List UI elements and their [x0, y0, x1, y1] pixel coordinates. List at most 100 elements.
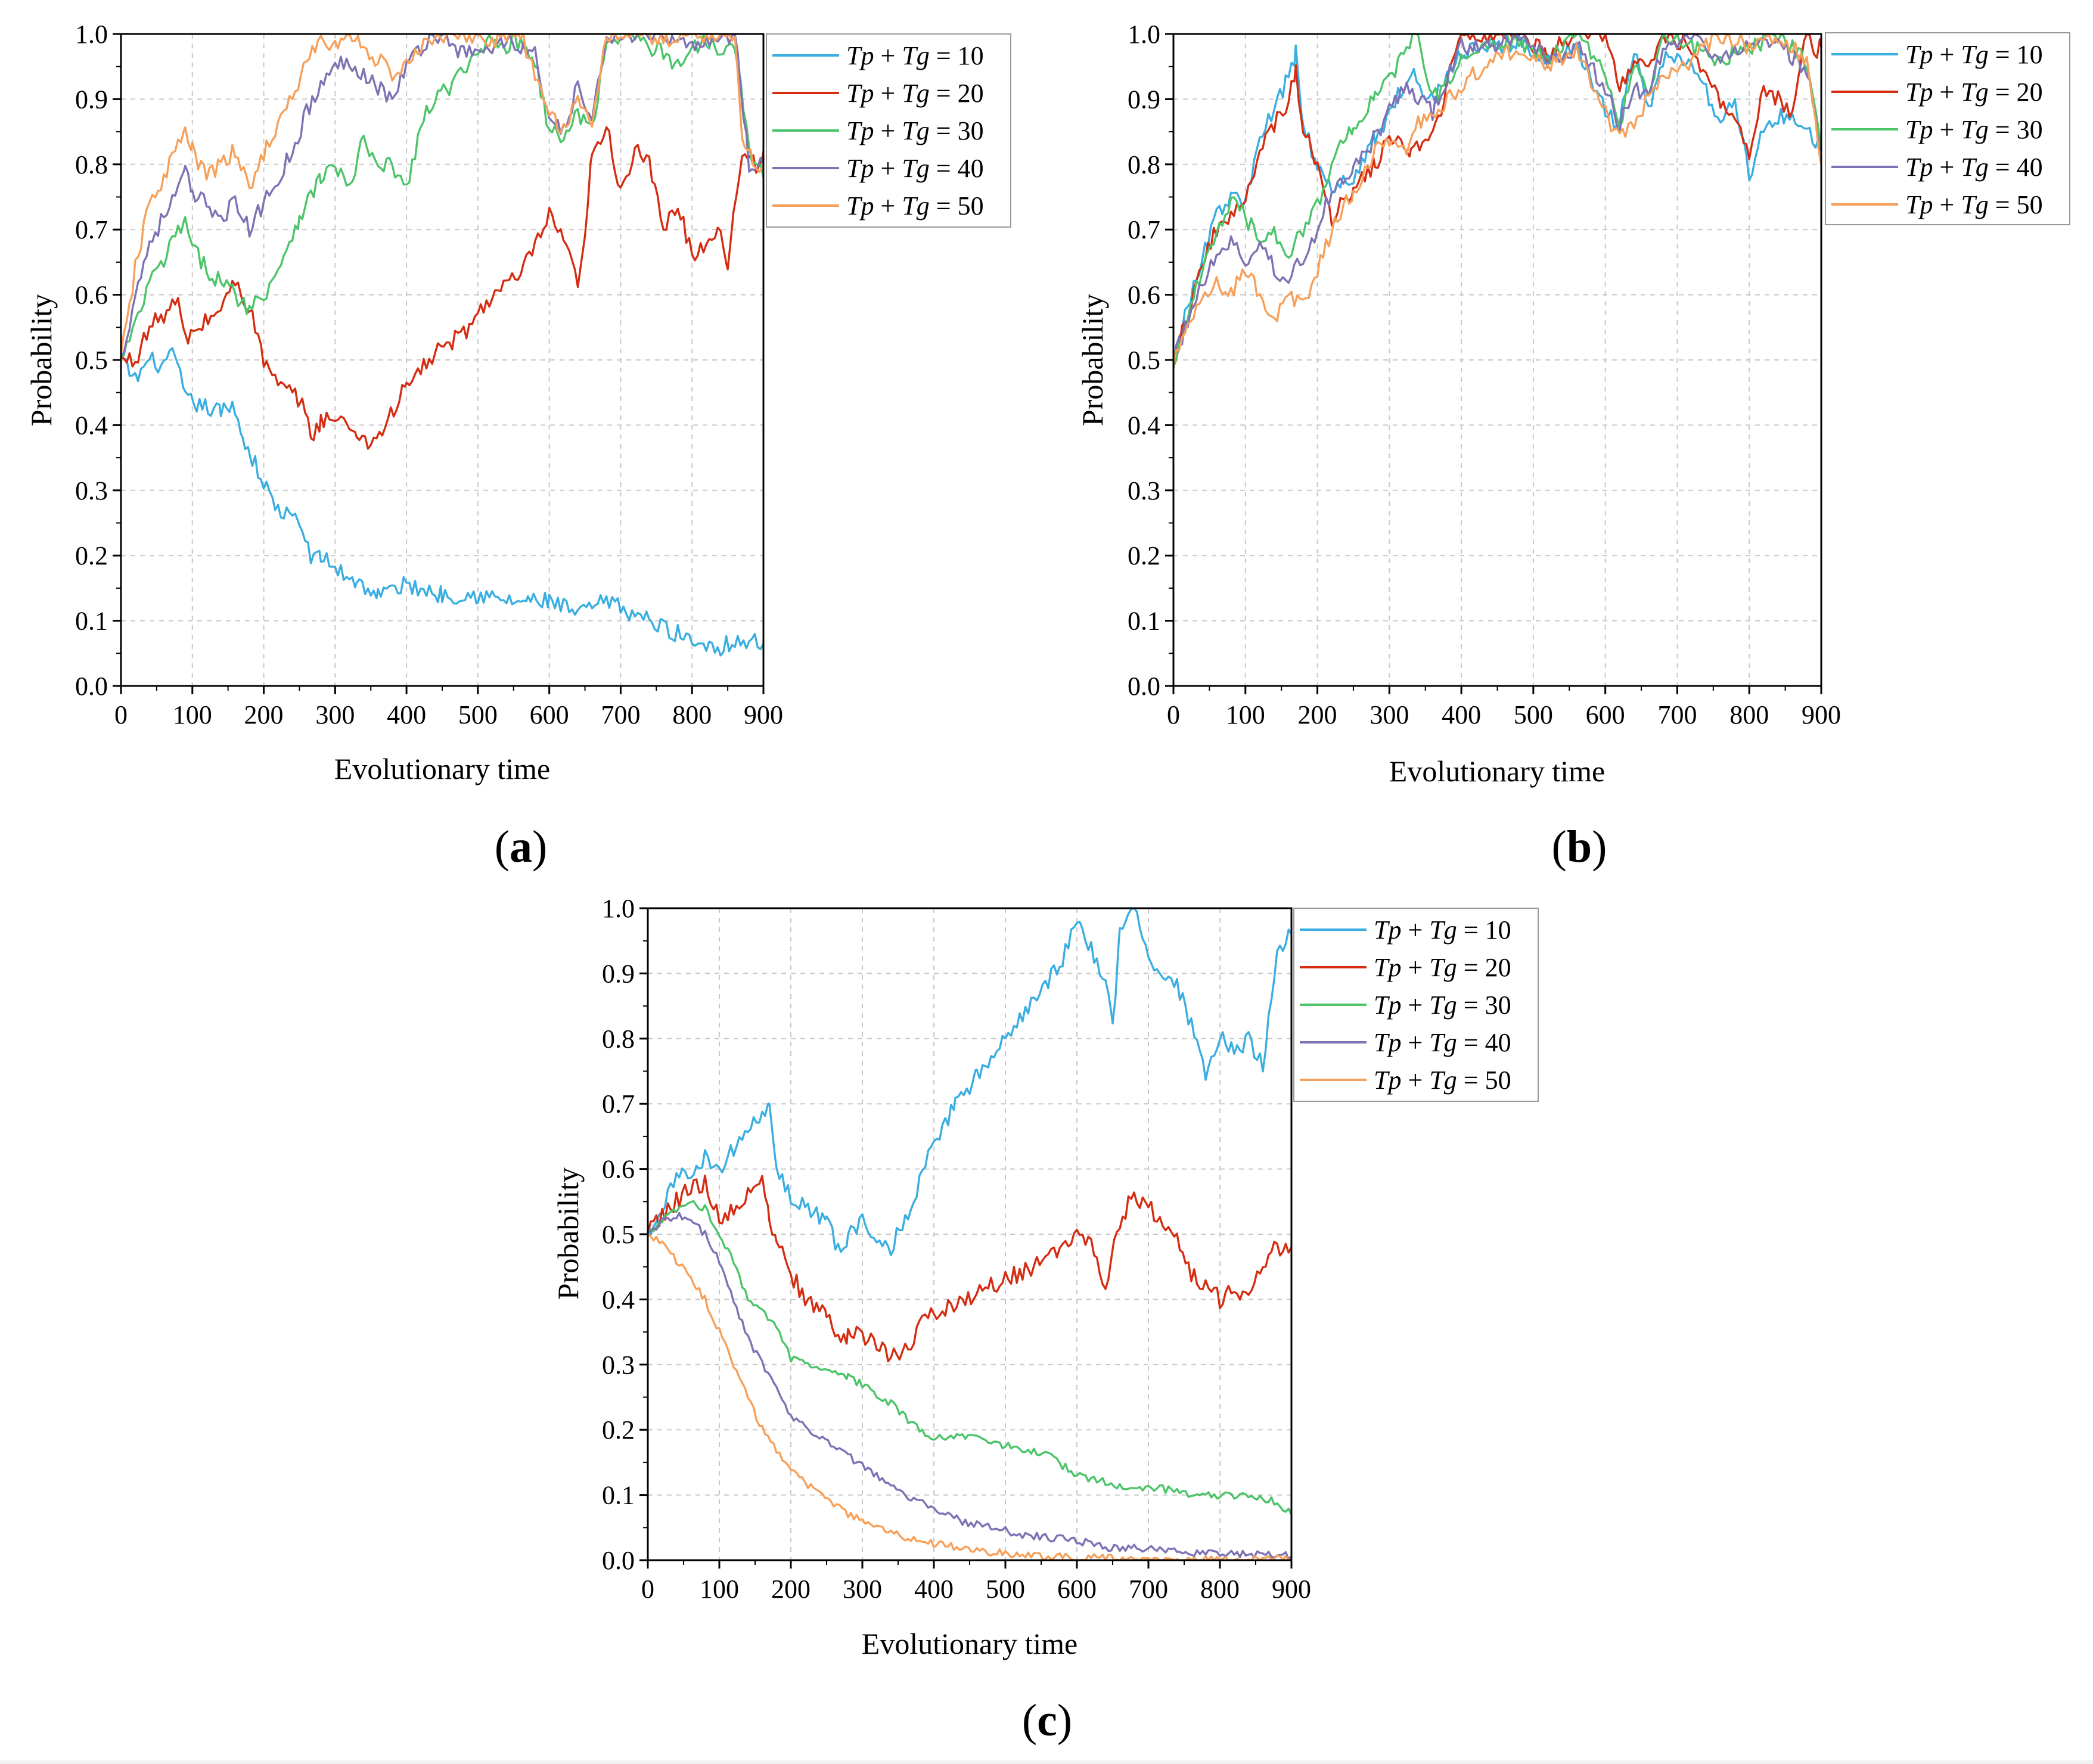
legend-label-40: Tp + Tg = 40 — [1905, 153, 2043, 182]
x-tick-label: 200 — [244, 700, 284, 729]
y-tick-label: 0.0 — [602, 1546, 635, 1575]
panel-c-y-axis-label: Probability — [551, 1167, 585, 1300]
x-tick-label: 600 — [530, 700, 569, 729]
y-tick-label: 0.1 — [1128, 607, 1160, 636]
panel-b-label-letter: b — [1567, 822, 1592, 872]
x-tick-label: 100 — [700, 1574, 739, 1604]
y-tick-label: 0.3 — [602, 1350, 635, 1380]
series-line-40 — [120, 33, 765, 356]
y-tick-label: 0.3 — [1128, 476, 1160, 505]
panel-c-y-ticks: 0.0 0.1 0.2 0.3 0.4 0.5 0.6 0.7 0.8 0.9 1.0 — [602, 894, 648, 1575]
y-tick-label: 0.5 — [75, 346, 108, 375]
panel-b-x-ticks: 0 100 200 300 400 500 600 700 800 900 — [1167, 686, 1841, 729]
y-tick-label: 0.2 — [75, 541, 108, 570]
x-tick-label: 900 — [1802, 700, 1841, 729]
series-line-50 — [1172, 33, 1822, 366]
panel-c-x-axis-label: Evolutionary time — [862, 1627, 1077, 1660]
x-tick-label: 900 — [744, 700, 783, 729]
y-tick-label: 0.7 — [602, 1089, 635, 1119]
panel-a-x-ticks: 0 100 200 300 400 500 600 700 800 900 — [114, 686, 783, 729]
x-tick-label: 400 — [914, 1574, 954, 1604]
panel-b-label: (b) — [1552, 822, 1607, 872]
y-tick-label: 0.9 — [602, 959, 635, 988]
y-tick-label: 0.3 — [75, 476, 108, 505]
x-tick-label: 700 — [1657, 700, 1697, 729]
x-tick-label: 800 — [1729, 700, 1769, 729]
panel-b: 0 100 200 300 400 500 600 700 800 900 0.00.10.20.… — [1076, 20, 2070, 872]
panel-b-series — [1172, 33, 1822, 369]
x-tick-label: 200 — [771, 1574, 811, 1604]
panel-a-series — [120, 33, 765, 657]
y-tick-label: 0.6 — [602, 1155, 635, 1184]
series-line-50 — [120, 33, 765, 355]
y-tick-label: 0.1 — [602, 1481, 635, 1510]
panel-b-legend: Tp + Tg = 10 Tp + Tg = 20 Tp + Tg = 30 Tp +… — [1825, 32, 2070, 225]
series-line-40 — [647, 1212, 1293, 1560]
panel-b-y-ticks: 0.0 0.1 0.2 0.3 0.4 0.5 0.6 0.7 0.8 0.9 1.0 — [1128, 20, 1173, 701]
series-line-20 — [120, 126, 765, 450]
panel-a-x-axis-label: Evolutionary time — [334, 752, 550, 785]
x-tick-label: 700 — [1129, 1574, 1168, 1604]
panel-c-label: (c) — [1022, 1695, 1072, 1746]
y-tick-label: 0.6 — [1128, 281, 1160, 310]
x-tick-label: 0 — [114, 700, 128, 729]
y-tick-label: 1.0 — [602, 894, 635, 923]
panel-c-legend: Tp + Tg = 10 Tp + Tg = 20 Tp + Tg = 30 Tp +… — [1293, 908, 1539, 1102]
panel-a-label-letter: a — [510, 822, 532, 872]
x-tick-label: 600 — [1057, 1574, 1097, 1604]
series-line-30 — [121, 33, 765, 357]
y-tick-label: 0.1 — [75, 607, 108, 636]
series-line-10 — [120, 347, 765, 657]
legend-label-30: Tp + Tg = 30 — [846, 116, 984, 145]
y-tick-label: 0.8 — [1128, 150, 1160, 179]
series-line-30 — [1172, 33, 1822, 368]
panel-a-grid — [121, 34, 763, 686]
y-tick-label: 0.4 — [75, 411, 108, 440]
y-tick-label: 0.6 — [75, 281, 108, 310]
legend-label-40: Tp + Tg = 40 — [1374, 1028, 1511, 1057]
panel-a: 0 100 200 300 400 500 600 700 800 900 0.00.10.20.… — [24, 20, 1011, 872]
panel-b-grid — [1173, 34, 1821, 686]
x-tick-label: 400 — [1442, 700, 1481, 729]
legend-label-10: Tp + Tg = 10 — [846, 41, 984, 70]
panel-a-legend: Tp + Tg = 10 Tp + Tg = 20 Tp + Tg = 30 Tp +… — [766, 33, 1011, 228]
x-tick-label: 300 — [1370, 700, 1409, 729]
series-line-50 — [647, 1232, 1292, 1561]
x-tick-label: 900 — [1272, 1574, 1311, 1604]
panel-c-label-letter: c — [1037, 1695, 1057, 1746]
y-tick-label: 0.8 — [75, 150, 108, 179]
legend-label-20: Tp + Tg = 20 — [846, 79, 984, 108]
x-tick-label: 100 — [173, 700, 212, 729]
y-tick-label: 0.0 — [1128, 672, 1160, 701]
y-tick-label: 0.4 — [602, 1285, 635, 1314]
panel-c: 0 100 200 300 400 500 600 700 800 900 0.00.10.20.… — [551, 894, 1539, 1746]
y-tick-label: 0.8 — [602, 1024, 635, 1054]
series-line-20 — [1172, 33, 1822, 368]
legend-label-10: Tp + Tg = 10 — [1374, 915, 1511, 945]
legend-label-10: Tp + Tg = 10 — [1905, 40, 2043, 69]
x-tick-label: 300 — [843, 1574, 882, 1604]
y-tick-label: 0.9 — [75, 85, 108, 114]
y-tick-label: 1.0 — [75, 20, 108, 49]
legend-label-20: Tp + Tg = 20 — [1905, 77, 2043, 107]
y-tick-label: 0.4 — [1128, 411, 1160, 440]
x-tick-label: 500 — [1514, 700, 1553, 729]
x-tick-label: 0 — [641, 1574, 654, 1604]
panel-c-grid — [648, 908, 1291, 1560]
panel-b-x-axis-label: Evolutionary time — [1389, 754, 1605, 788]
x-tick-label: 600 — [1586, 700, 1625, 729]
x-tick-label: 500 — [986, 1574, 1025, 1604]
bottom-rule — [0, 1760, 2093, 1764]
panel-c-x-ticks: 0 100 200 300 400 500 600 700 800 900 — [641, 1560, 1311, 1604]
y-tick-label: 0.0 — [75, 672, 108, 701]
x-tick-label: 0 — [1167, 700, 1180, 729]
y-tick-label: 0.2 — [1128, 541, 1160, 570]
legend-label-40: Tp + Tg = 40 — [846, 154, 984, 183]
series-line-10 — [647, 907, 1293, 1256]
x-tick-label: 500 — [458, 700, 498, 729]
legend-label-30: Tp + Tg = 30 — [1374, 990, 1511, 1020]
y-tick-label: 1.0 — [1128, 20, 1160, 49]
x-tick-label: 300 — [315, 700, 355, 729]
panel-a-label: (a) — [495, 822, 548, 872]
